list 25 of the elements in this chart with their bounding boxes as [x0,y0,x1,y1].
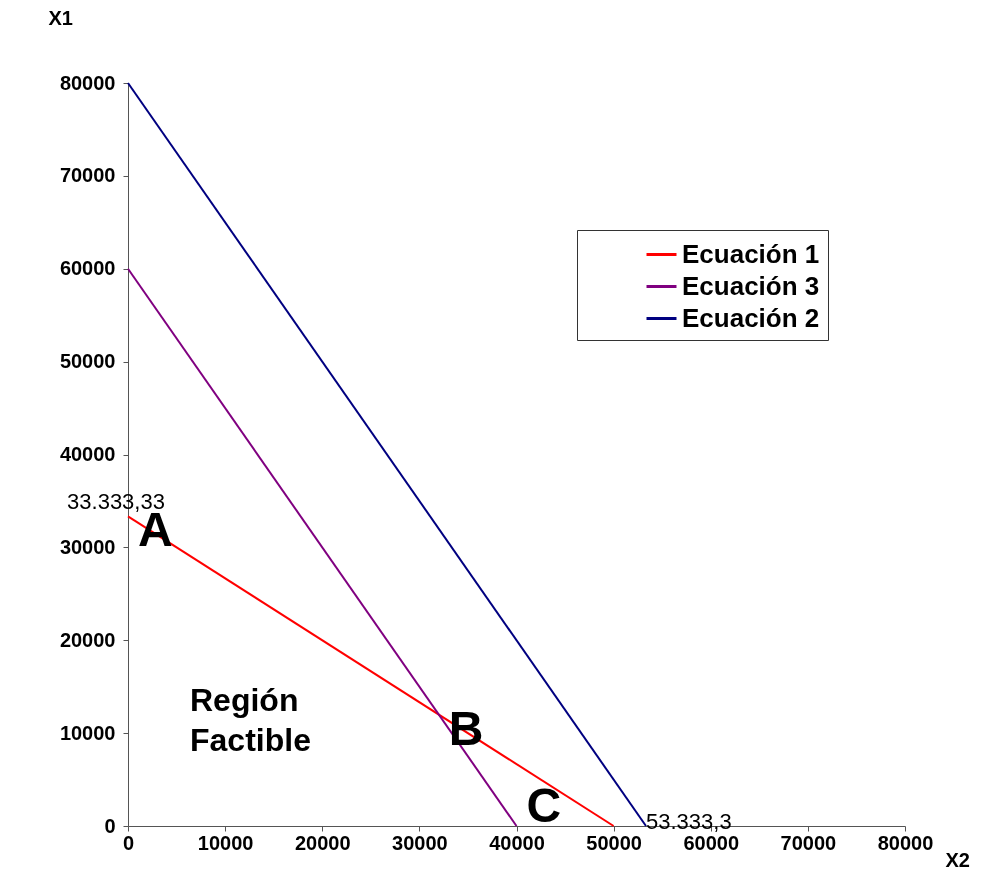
y-tick-label: 50000 [59,350,116,373]
legend-label: Ecuación 3 [682,270,820,301]
annotation: C [526,779,562,832]
x-tick-label: 60000 [683,831,740,854]
y-tick-label: 80000 [59,71,116,94]
y-tick-label: 0 [104,814,116,837]
y-tick-label: 60000 [59,257,116,280]
y-tick-label: 30000 [59,535,116,558]
legend-label: Ecuación 2 [682,302,820,333]
x-tick-label: 0 [122,831,135,854]
x-tick-label: 50000 [586,831,642,854]
x-tick-label: 40000 [489,831,545,854]
legend-label: Ecuación 1 [682,238,820,269]
x-axis-title: X2 [945,848,970,871]
y-tick-label: 40000 [59,443,116,465]
x-tick-label: 80000 [877,831,934,854]
y-tick-label: 20000 [59,628,116,651]
x-tick-label: 10000 [197,831,254,854]
x-tick-label: 30000 [392,831,448,854]
x-tick-label: 70000 [780,831,837,854]
y-axis-title: X1 [48,6,73,29]
annotation: Región Factible [190,682,311,758]
y-tick-label: 10000 [59,721,116,744]
x-tick-label: 20000 [294,831,351,854]
y-tick-label: 70000 [59,164,116,187]
